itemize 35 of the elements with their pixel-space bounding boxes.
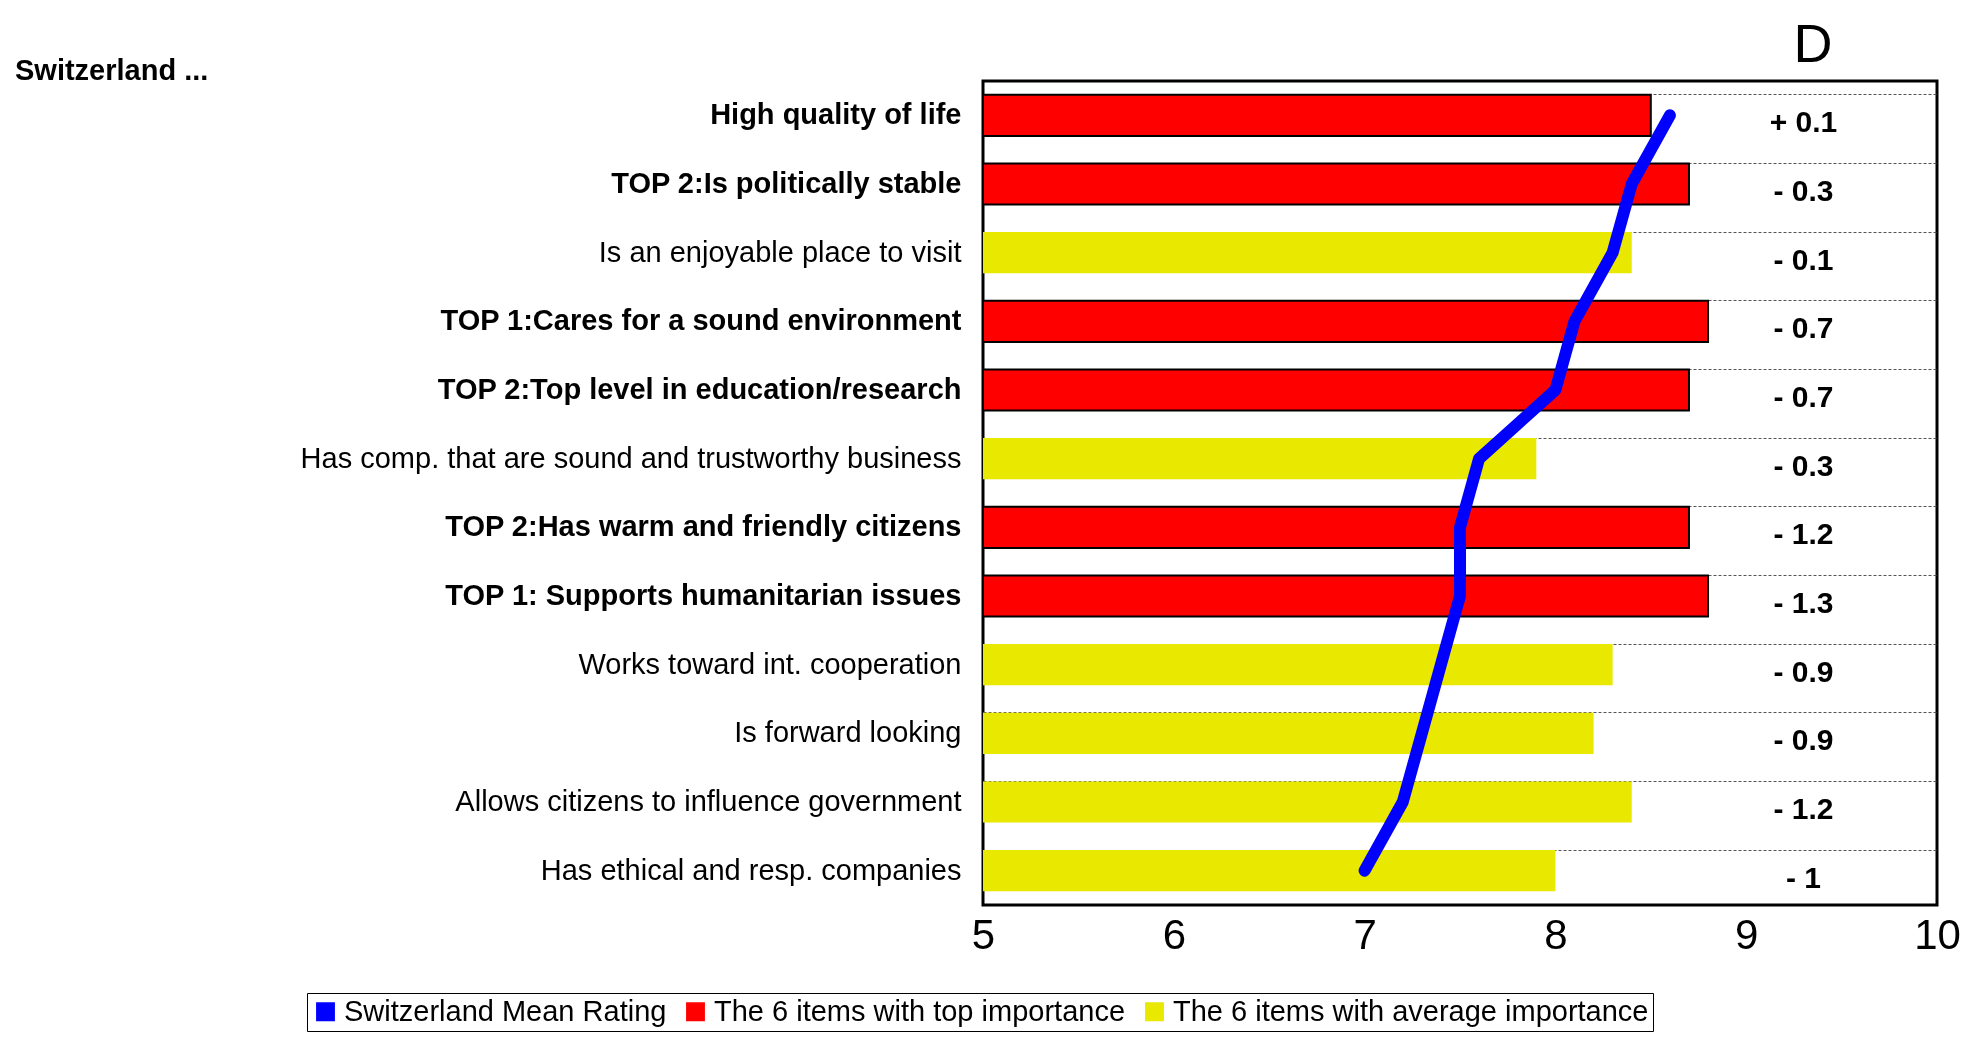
y-tick-label: TOP 2:Is politically stable — [611, 167, 962, 199]
annotation: - 1 — [1785, 860, 1821, 894]
legend-label: Switzerland Mean Rating — [344, 994, 667, 1027]
annotation: - 0.7 — [1773, 380, 1834, 413]
annotation: - 1.2 — [1773, 792, 1834, 825]
y-tick-label: High quality of life — [710, 98, 962, 131]
annotation: - 0.7 — [1773, 311, 1834, 345]
y-tick-label: TOP 1:Cares for a sound environment — [440, 304, 962, 337]
x-tick-label: 6 — [1162, 910, 1186, 958]
annotation: + 0.1 — [1769, 105, 1838, 139]
annotation: - 0.3 — [1773, 174, 1834, 207]
annotation: - 0.3 — [1773, 448, 1834, 482]
y-tick-label: Is an enjoyable place to visit — [598, 235, 962, 268]
annotation: - 1.2 — [1773, 517, 1834, 551]
legend-label: The 6 items with top importance — [714, 994, 1126, 1027]
y-tick-label: Is forward looking — [734, 716, 962, 749]
y-tick-label: TOP 2:Top level in education/research — [437, 373, 962, 405]
y-tick-label: Has comp. that are sound and trustworthy business — [300, 441, 962, 474]
legend-label: The 6 items with average importance — [1173, 994, 1649, 1027]
x-tick-label: 9 — [1735, 910, 1759, 958]
y-tick-label: Works toward int. cooperation — [578, 647, 962, 680]
y-tick-label: TOP 2:Has warm and friendly citizens — [445, 510, 962, 543]
text: Switzerland ... — [15, 54, 209, 86]
annotation: - 0.1 — [1773, 242, 1834, 276]
text: D — [1793, 13, 1833, 73]
annotation: - 0.9 — [1773, 654, 1834, 688]
annotation: - 0.9 — [1773, 723, 1834, 757]
y-tick-label: TOP 1: Supports humanitarian issues — [445, 579, 962, 611]
x-tick-label: 8 — [1544, 910, 1568, 958]
x-tick-label: 7 — [1353, 910, 1377, 958]
annotation: - 1.3 — [1773, 586, 1834, 619]
x-tick-label: 5 — [971, 910, 996, 958]
y-tick-label: Allows citizens to influence government — [455, 785, 962, 817]
y-tick-label: Has ethical and resp. companies — [540, 853, 962, 886]
x-tick-label: 10 — [1914, 910, 1961, 958]
